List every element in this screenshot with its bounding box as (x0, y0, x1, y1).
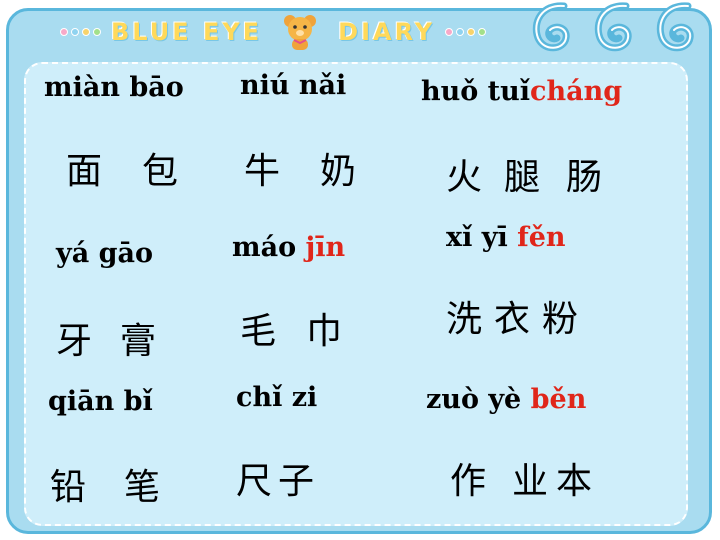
dot-icon (456, 28, 464, 36)
curl-decoration-icon (586, 0, 638, 56)
hanzi-huotuichang: 火腿肠 (446, 148, 602, 200)
pinyin-yagao: yá gāo (56, 238, 153, 269)
dot-icon (478, 28, 486, 36)
hanzi-xiyifen: 洗衣粉 (446, 290, 578, 342)
dot-icon (467, 28, 475, 36)
header-dots-left (60, 28, 101, 36)
pinyin-huotuichang: huǒ tuǐcháng (421, 76, 622, 107)
pinyin-qianbi: qiān bǐ (48, 386, 153, 417)
curl-decorations (524, 0, 700, 56)
pinyin-xiyifen: xǐ yī fěn (446, 222, 566, 253)
dot-icon (445, 28, 453, 36)
hanzi-chizi: 尺子 (236, 452, 314, 504)
pinyin-maojin: máo jīn (232, 232, 345, 263)
hanzi-qianbi: 铅笔 (50, 458, 160, 510)
curl-decoration-icon (524, 0, 576, 56)
hanzi-yagao: 牙膏 (56, 312, 156, 364)
dot-icon (71, 28, 79, 36)
hanzi-maojin: 毛巾 (240, 302, 342, 354)
dot-icon (82, 28, 90, 36)
hanzi-niunai: 牛奶 (244, 142, 356, 194)
pinyin-mianbao: miàn bāo (44, 72, 184, 103)
dot-icon (60, 28, 68, 36)
header-title-right: DIARY (338, 18, 435, 46)
dot-icon (93, 28, 101, 36)
hanzi-zuoyeben: 作业本 (450, 452, 592, 504)
bear-icon (280, 12, 320, 52)
curl-decoration-icon (648, 0, 700, 56)
diary-header: BLUE EYE DIARY (60, 12, 486, 52)
pinyin-zuoyeben: zuò yè běn (426, 384, 586, 415)
header-dots-right (445, 28, 486, 36)
hanzi-mianbao: 面包 (66, 142, 178, 194)
header-title-left: BLUE EYE (111, 18, 262, 46)
pinyin-niunai: niú nǎi (240, 70, 346, 101)
pinyin-chizi: chǐ zi (236, 382, 317, 413)
